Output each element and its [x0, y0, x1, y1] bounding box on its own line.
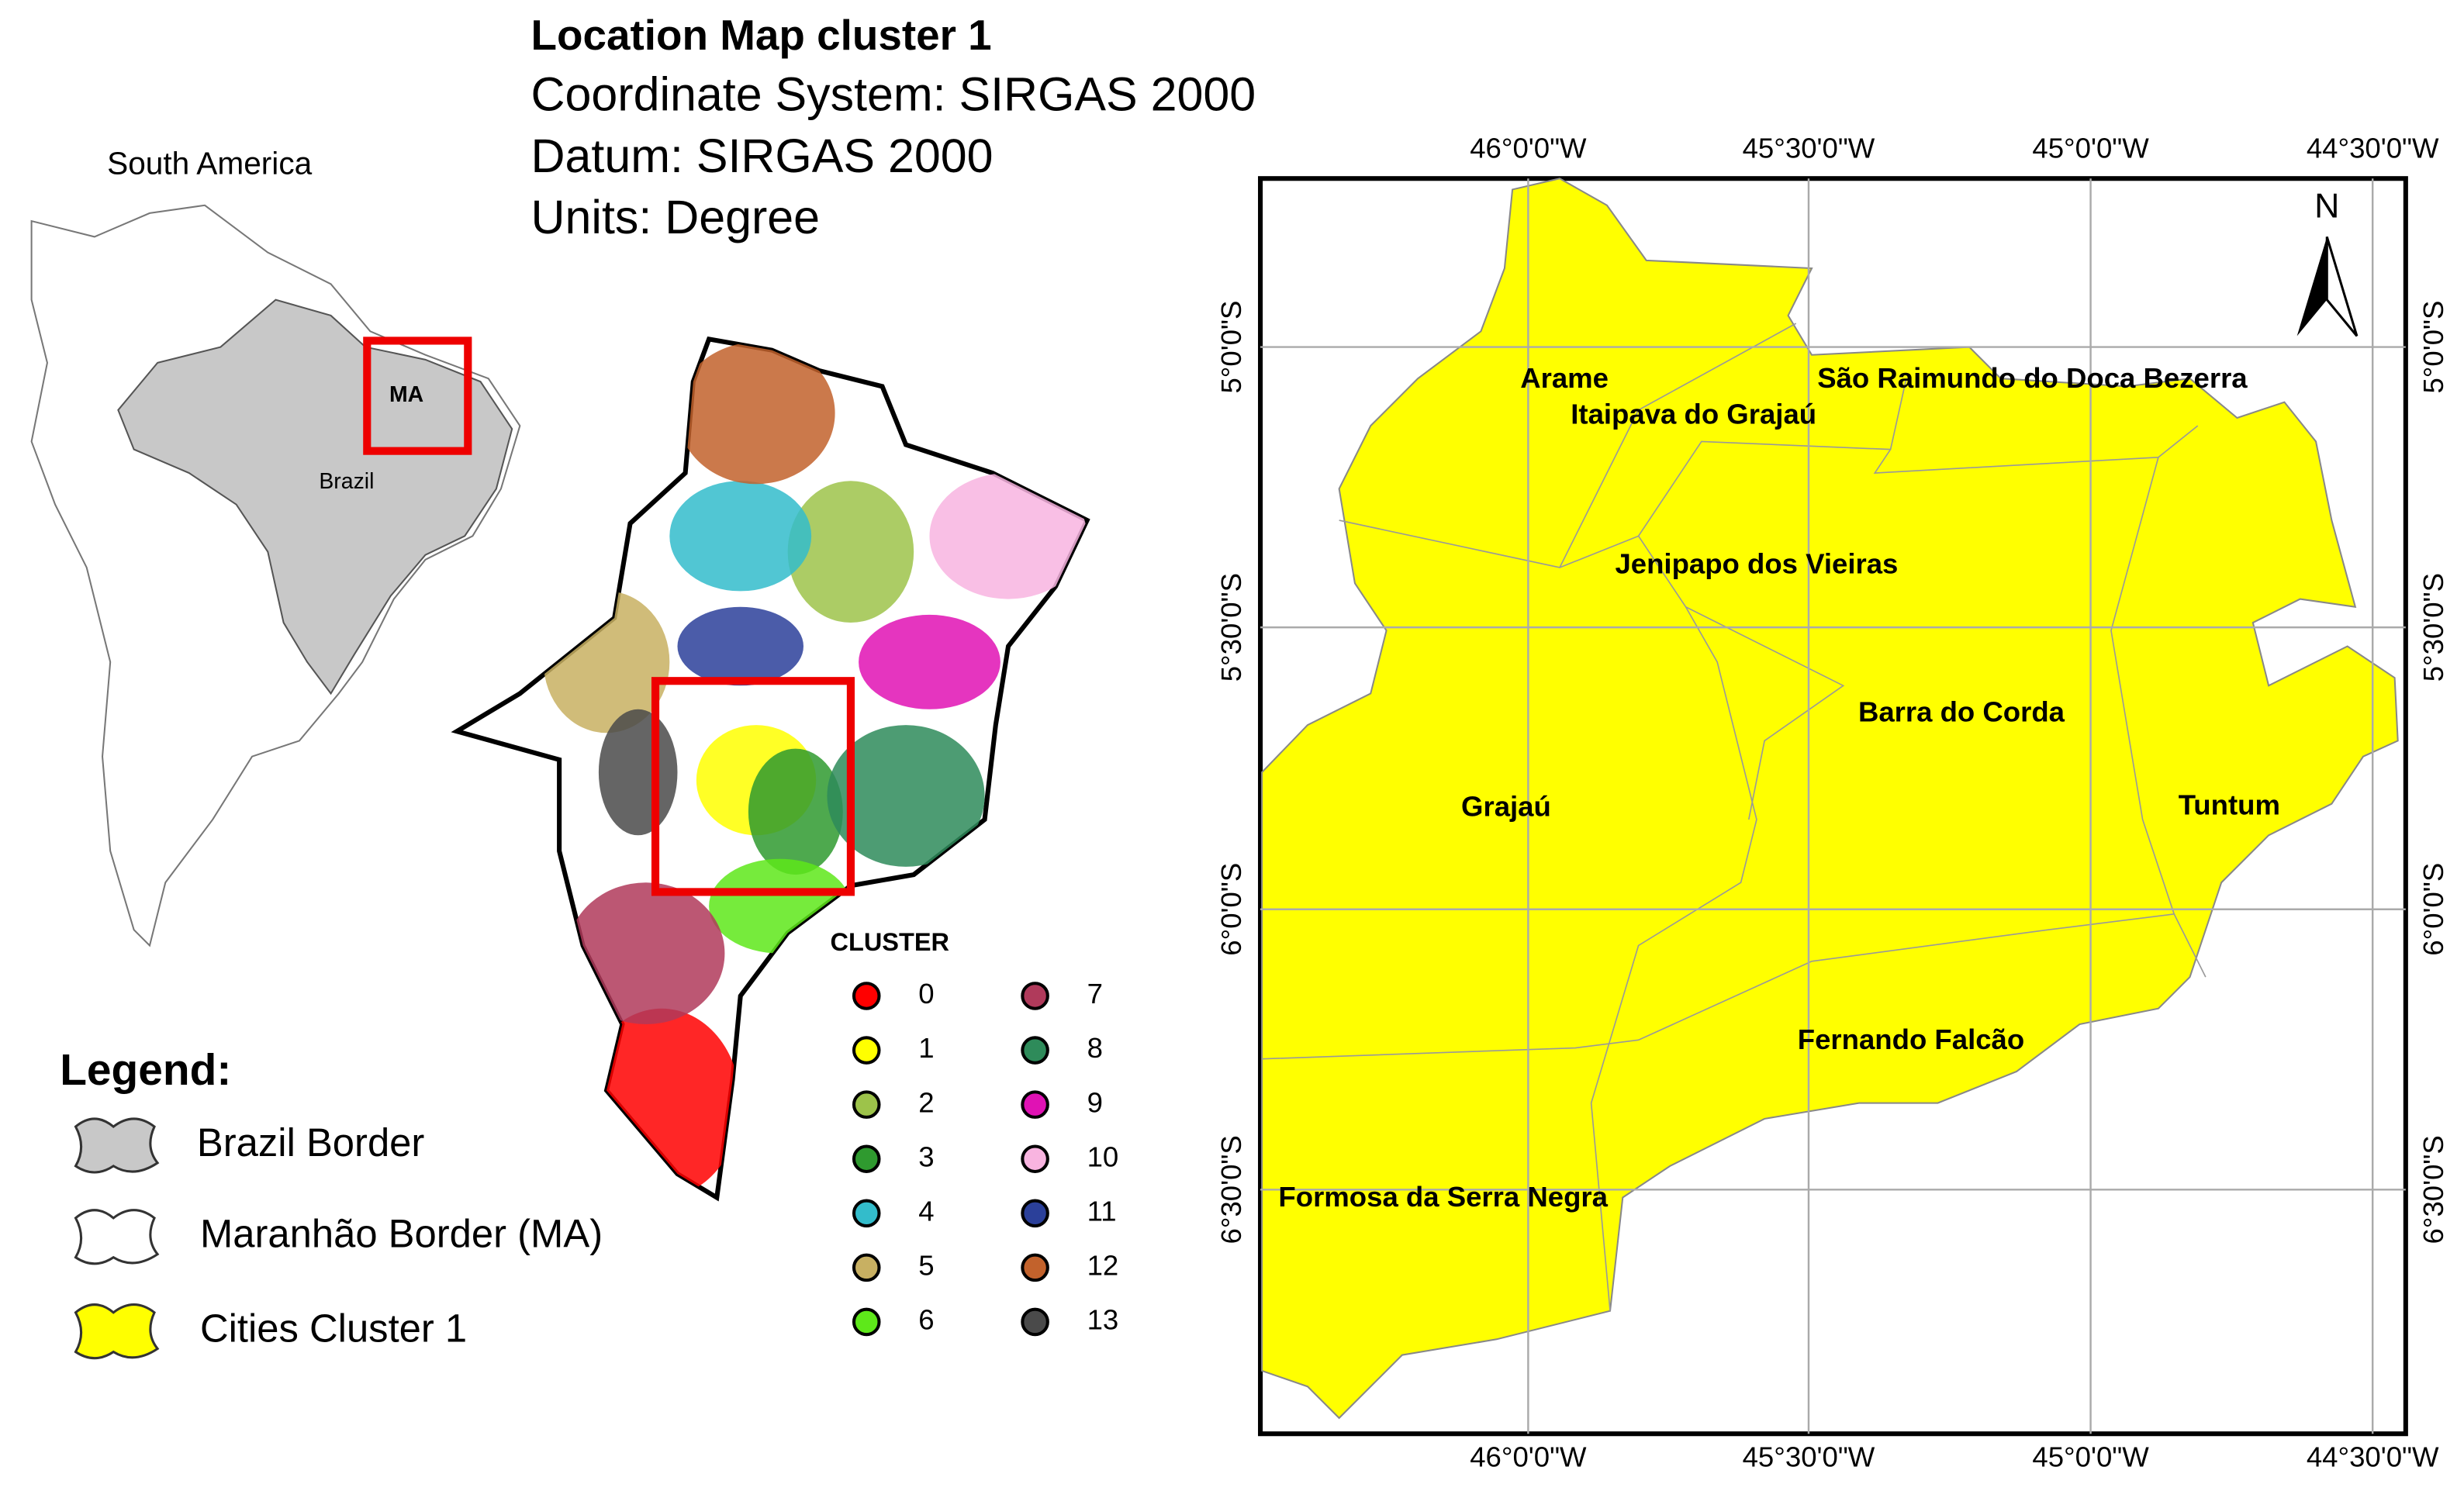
cluster-1-area — [1261, 178, 2399, 1420]
cluster-patch — [567, 882, 725, 1025]
cluster-swatch — [1021, 1090, 1049, 1119]
legend-label: Brazil Border — [197, 1120, 425, 1165]
cluster-swatch — [1021, 1144, 1049, 1174]
city-label: Jenipapo dos Vieiras — [1615, 548, 1898, 580]
city-label: Fernando Falcão — [1798, 1023, 2024, 1055]
latitude-label: 5°0'0"S — [2417, 301, 2449, 394]
cluster-swatch — [1021, 1199, 1049, 1228]
graticule: 46°0'0"W 46°0'0"W 45°30'0"W 45°30'0"W 45°0'0… — [1215, 132, 2449, 1472]
cluster-patch — [748, 748, 843, 875]
legend-icon — [74, 1117, 160, 1174]
cluster-patch — [669, 481, 812, 592]
cluster-label: 8 — [1087, 1032, 1103, 1064]
latitude-label: 6°0'0"S — [1215, 863, 1247, 956]
longitude-label: 45°30'0"W — [1743, 132, 1875, 164]
city-label: Tuntum — [2179, 789, 2280, 820]
legend-label: Cities Cluster 1 — [200, 1306, 467, 1351]
title: Location Map cluster 1 — [531, 11, 992, 59]
cluster-swatch — [852, 982, 881, 1010]
cluster-patch — [598, 709, 678, 836]
longitude-label: 46°0'0"W — [1470, 132, 1587, 164]
legend-label: Maranhão Border (MA) — [200, 1212, 603, 1256]
legend-icon — [74, 1303, 160, 1360]
cluster-label: 1 — [918, 1032, 934, 1064]
subtitle: Units: Degree — [531, 191, 820, 243]
cluster-swatch — [852, 1253, 881, 1282]
legend-icon — [74, 1209, 160, 1265]
cluster-swatch — [852, 1307, 881, 1337]
cluster-patch — [859, 614, 1000, 709]
cluster-swatch — [1021, 1036, 1049, 1065]
longitude-label: 45°0'0"W — [2032, 132, 2149, 164]
cluster-swatch — [1021, 1307, 1049, 1337]
latitude-label: 6°30'0"S — [2417, 1135, 2449, 1244]
latitude-label: 5°0'0"S — [1215, 301, 1247, 394]
cluster-patch — [709, 858, 851, 954]
cluster-label: 3 — [918, 1141, 934, 1172]
cluster-label: 11 — [1087, 1195, 1117, 1227]
municipal-borders — [1262, 323, 2207, 1311]
cluster-swatch — [1021, 1253, 1049, 1282]
cluster-swatch — [852, 1199, 881, 1228]
cluster-patch — [929, 473, 1087, 599]
region-label: South America — [107, 146, 313, 181]
city-label: Barra do Corda — [1858, 696, 2065, 728]
cluster-patches — [543, 342, 1087, 1198]
cluster-patch — [787, 481, 914, 623]
longitude-label: 45°30'0"W — [1743, 1441, 1875, 1472]
longitude-label: 44°30'0"W — [2307, 132, 2439, 164]
subtitle: Datum: SIRGAS 2000 — [531, 129, 994, 182]
cluster-label: 12 — [1087, 1250, 1119, 1282]
cluster-label: 10 — [1087, 1141, 1119, 1172]
cluster-patch — [677, 342, 835, 485]
cluster-patch — [827, 725, 985, 867]
legend-title: Legend: — [60, 1046, 231, 1095]
longitude-label: 44°30'0"W — [2307, 1441, 2439, 1472]
cluster-label: 7 — [1087, 978, 1103, 1010]
cluster-patch — [677, 606, 803, 686]
city-label: Arame — [1520, 362, 1609, 394]
state-label: MA — [389, 382, 423, 407]
study-area-highlight — [651, 677, 855, 896]
cluster-label: 13 — [1087, 1304, 1119, 1336]
cluster-legend-title: CLUSTER — [831, 928, 949, 956]
latitude-label: 6°30'0"S — [1215, 1135, 1247, 1244]
inset-highlight — [363, 337, 472, 455]
north-label: N — [2314, 188, 2339, 226]
city-label: São Raimundo do Doca Bezerra — [1817, 362, 2248, 394]
cluster-swatch — [852, 1090, 881, 1119]
cluster-swatch — [1021, 982, 1049, 1010]
cluster-swatch — [852, 1036, 881, 1065]
cluster-swatch — [852, 1144, 881, 1174]
latitude-label: 5°30'0"S — [2417, 573, 2449, 682]
city-label: Itaipava do Grajaú — [1571, 399, 1816, 430]
cluster-patch — [582, 1008, 741, 1198]
city-label: Grajaú — [1461, 790, 1551, 822]
cluster-label: 5 — [918, 1250, 934, 1282]
cluster-patch — [543, 591, 670, 733]
subtitle: Coordinate System: SIRGAS 2000 — [531, 68, 1256, 121]
cluster-label: 2 — [918, 1086, 934, 1118]
brazil — [117, 299, 513, 695]
cluster-label: 4 — [918, 1195, 934, 1227]
cluster-label: 6 — [918, 1304, 934, 1336]
longitude-label: 46°0'0"W — [1470, 1441, 1587, 1472]
city-label: Formosa da Serra Negra — [1278, 1181, 1608, 1213]
country-label: Brazil — [319, 469, 374, 494]
latitude-label: 6°0'0"S — [2417, 863, 2449, 956]
longitude-label: 45°0'0"W — [2032, 1441, 2149, 1472]
latitude-label: 5°30'0"S — [1215, 573, 1247, 682]
cluster-label: 9 — [1087, 1086, 1103, 1118]
cluster-label: 0 — [918, 978, 934, 1010]
north-arrow — [2325, 236, 2359, 337]
